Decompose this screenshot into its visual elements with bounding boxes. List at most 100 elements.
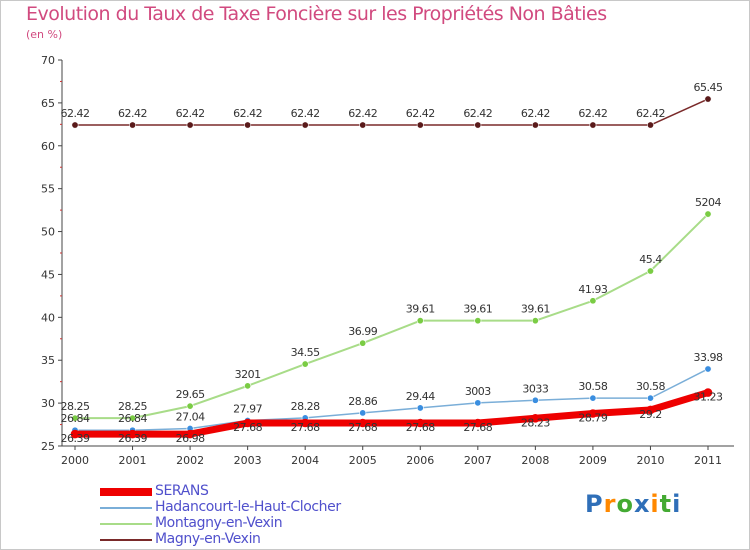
y-tick-label: 30 bbox=[41, 397, 55, 410]
data-label: 27.68 bbox=[233, 421, 262, 434]
data-point bbox=[531, 396, 539, 404]
data-label: 62.42 bbox=[521, 107, 550, 120]
data-point bbox=[704, 95, 712, 103]
x-tick-label: 2004 bbox=[291, 454, 319, 467]
series-serans: 26.39 26.39 26.98 27.68 27.68 27.68 27.68 27.68… bbox=[61, 388, 723, 445]
data-point bbox=[359, 121, 367, 129]
series-montagny-en-vexin: 28.25 28.25 29.65 3201 34.55 36.99 39.61 39.61 3… bbox=[61, 196, 722, 422]
data-point bbox=[704, 365, 712, 373]
x-tick-label: 2005 bbox=[349, 454, 377, 467]
data-label: 33.98 bbox=[694, 351, 723, 364]
series-magny-en-vexin: 62.42 62.42 62.42 62.42 62.42 62.42 62.42 62.42… bbox=[61, 81, 723, 129]
data-label: 65.45 bbox=[694, 81, 723, 94]
data-label: 29.44 bbox=[406, 390, 435, 403]
legend-label: Magny-en-Vexin bbox=[155, 531, 261, 547]
x-tick-label: 2009 bbox=[579, 454, 607, 467]
data-point bbox=[646, 267, 654, 275]
x-tick-label: 2000 bbox=[61, 454, 89, 467]
legend-item: SERANS bbox=[100, 483, 400, 500]
series-hadancourt-le-haut-clocher: 26.84 26.84 27.04 27.97 28.28 28.86 29.44 3003 3… bbox=[61, 351, 723, 434]
data-label: 26.39 bbox=[61, 432, 90, 445]
legend-item: Montagny-en-Vexin bbox=[100, 515, 400, 532]
data-label: 29.2 bbox=[639, 408, 662, 421]
y-tick-label: 35 bbox=[41, 354, 55, 367]
data-label: 62.42 bbox=[176, 107, 205, 120]
data-point bbox=[129, 414, 137, 422]
series-line bbox=[71, 389, 712, 438]
data-label: 62.42 bbox=[463, 107, 492, 120]
data-label: 27.04 bbox=[176, 411, 205, 424]
y-tick-label: 40 bbox=[41, 311, 55, 324]
data-label: 26.84 bbox=[61, 412, 90, 425]
x-tick-label: 2003 bbox=[234, 454, 262, 467]
data-label: 28.86 bbox=[348, 395, 377, 408]
y-tick-label: 25 bbox=[41, 440, 55, 453]
data-point bbox=[358, 418, 368, 428]
data-label: 3201 bbox=[235, 368, 261, 381]
data-label: 62.42 bbox=[636, 107, 665, 120]
data-point bbox=[473, 418, 483, 428]
legend-swatch bbox=[100, 523, 152, 525]
chart-title: Evolution du Taux de Taxe Foncière sur l… bbox=[26, 3, 607, 25]
x-tick-label: 2011 bbox=[694, 454, 722, 467]
data-point bbox=[301, 121, 309, 129]
data-label: 62.42 bbox=[578, 107, 607, 120]
data-point bbox=[71, 121, 79, 129]
data-point bbox=[474, 399, 482, 407]
logo-letter: r bbox=[603, 490, 617, 518]
data-label: 27.68 bbox=[463, 421, 492, 434]
data-point bbox=[186, 402, 194, 410]
logo-letter: i bbox=[650, 490, 660, 518]
y-tick-label: 60 bbox=[41, 140, 55, 153]
data-point bbox=[589, 394, 597, 402]
data-label: 39.61 bbox=[463, 303, 492, 316]
data-label: 45.4 bbox=[639, 253, 662, 266]
data-label: 31.23 bbox=[694, 391, 723, 404]
data-label: 62.42 bbox=[291, 107, 320, 120]
data-label: 27.68 bbox=[291, 421, 320, 434]
legend-swatch bbox=[100, 539, 152, 541]
data-label: 27.68 bbox=[348, 421, 377, 434]
x-tick-label: 2010 bbox=[636, 454, 664, 467]
data-point bbox=[359, 409, 367, 417]
data-label: 26.84 bbox=[118, 412, 147, 425]
data-label: 30.58 bbox=[578, 380, 607, 393]
data-label: 62.42 bbox=[233, 107, 262, 120]
data-label: 28.25 bbox=[61, 400, 90, 413]
data-label: 3033 bbox=[522, 382, 548, 395]
data-label: 34.55 bbox=[291, 346, 320, 359]
data-label: 3003 bbox=[465, 385, 491, 398]
data-label: 28.28 bbox=[291, 400, 320, 413]
x-tick-label: 2007 bbox=[464, 454, 492, 467]
logo-letter: P bbox=[585, 490, 604, 518]
y-tick-label: 50 bbox=[41, 226, 55, 239]
data-point bbox=[185, 429, 195, 439]
legend: SERANS Hadancourt-le-Haut-Clocher Montagny… bbox=[100, 483, 400, 548]
data-point bbox=[474, 121, 482, 129]
logo-letter: o bbox=[616, 490, 634, 518]
y-unit-label: (en %) bbox=[26, 28, 63, 41]
data-point bbox=[704, 210, 712, 218]
data-point bbox=[589, 297, 597, 305]
data-point bbox=[243, 418, 252, 428]
data-point bbox=[646, 394, 654, 402]
data-label: 28.25 bbox=[118, 400, 147, 413]
y-tick-label: 45 bbox=[41, 268, 55, 281]
data-point bbox=[71, 414, 79, 422]
data-point bbox=[588, 409, 598, 418]
data-point bbox=[416, 404, 424, 412]
data-point bbox=[415, 418, 425, 428]
legend-swatch bbox=[100, 507, 152, 509]
data-label: 62.42 bbox=[61, 107, 90, 120]
data-label: 30.58 bbox=[636, 380, 665, 393]
data-point bbox=[646, 121, 654, 129]
line-chart: 25 30 35 40 45 50 55 60 65 70 2000 2001 2002 2003 2004… bbox=[41, 54, 734, 467]
logo-letter: t bbox=[659, 490, 673, 518]
data-point bbox=[301, 360, 309, 368]
data-label: 29.65 bbox=[176, 388, 205, 401]
legend-item: Hadancourt-le-Haut-Clocher bbox=[100, 499, 400, 516]
series-line bbox=[74, 213, 709, 420]
legend-label: Montagny-en-Vexin bbox=[155, 515, 283, 531]
legend-label: SERANS bbox=[155, 483, 209, 499]
